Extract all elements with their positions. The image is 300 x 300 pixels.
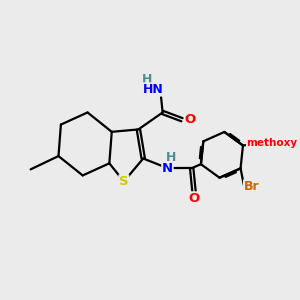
Text: HN: HN	[142, 83, 163, 96]
Text: N: N	[162, 162, 173, 175]
Text: S: S	[119, 175, 129, 188]
Text: O: O	[185, 113, 196, 126]
Text: H: H	[142, 73, 152, 86]
Text: O: O	[188, 192, 200, 205]
Text: Br: Br	[244, 180, 259, 193]
Text: methoxy: methoxy	[247, 138, 298, 148]
Text: H: H	[166, 152, 176, 164]
